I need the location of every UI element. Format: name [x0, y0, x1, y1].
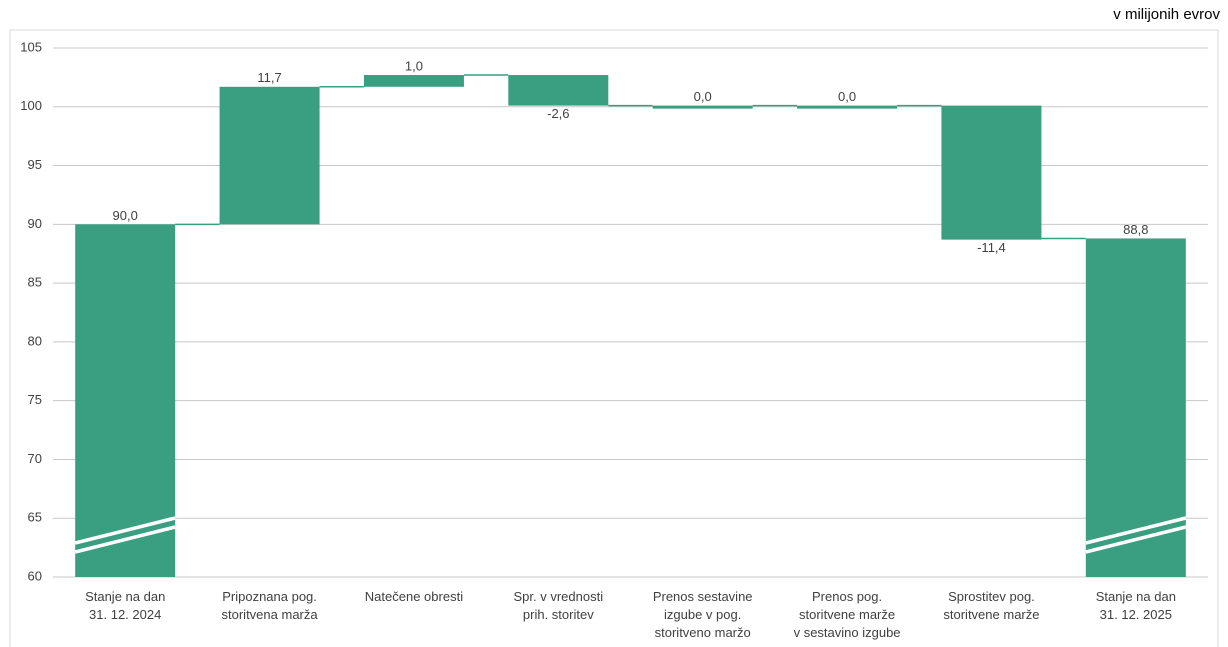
x-tick-label: Natečene obresti	[364, 589, 464, 604]
bar	[363, 75, 464, 87]
y-tick-label: 60	[28, 568, 42, 583]
axis-break	[1085, 525, 1187, 554]
y-tick-label: 65	[28, 510, 42, 525]
value-label: -2,6	[547, 106, 569, 121]
unit-label: v milijonih evrov	[1113, 6, 1220, 23]
y-tick-label: 95	[28, 157, 42, 172]
x-tick-label: Sprostitev pog. storitvene marže	[943, 589, 1040, 622]
x-tick-label: Spr. v vrednosti prih. storitev	[513, 589, 604, 622]
bar	[75, 224, 176, 578]
bar	[508, 75, 609, 106]
bar	[219, 86, 320, 225]
bar	[1085, 238, 1186, 577]
bar	[797, 105, 898, 109]
axis-break	[1085, 516, 1187, 545]
value-label: 0,0	[694, 89, 712, 104]
value-label: 1,0	[405, 58, 423, 73]
x-tick-label: Pripoznana pog. storitvena marža	[221, 589, 318, 622]
bar	[941, 105, 1042, 240]
x-tick-label: Prenos sestavine izgube v pog. storitven…	[652, 589, 753, 640]
x-tick-label: Stanje na dan 31. 12. 2025	[1095, 589, 1176, 622]
y-tick-label: 100	[20, 98, 42, 113]
value-label: 0,0	[838, 89, 856, 104]
y-tick-label: 75	[28, 392, 42, 407]
value-label: 11,7	[257, 70, 281, 85]
y-tick-label: 70	[28, 451, 42, 466]
x-tick-label: Stanje na dan 31. 12. 2024	[85, 589, 166, 622]
axis-break	[74, 516, 176, 545]
y-tick-label: 85	[28, 275, 42, 290]
y-tick-label: 90	[28, 216, 42, 231]
x-tick-label: Prenos pog. storitvene marže v sestavino…	[793, 589, 901, 640]
value-label: 90,0	[113, 208, 138, 223]
value-label: 88,8	[1123, 222, 1148, 237]
chart-border	[9, 29, 1219, 647]
y-tick-label: 80	[28, 333, 42, 348]
axis-break	[74, 525, 176, 554]
value-label: -11,4	[977, 240, 1006, 255]
y-tick-label: 105	[20, 39, 42, 54]
bar	[652, 105, 753, 109]
